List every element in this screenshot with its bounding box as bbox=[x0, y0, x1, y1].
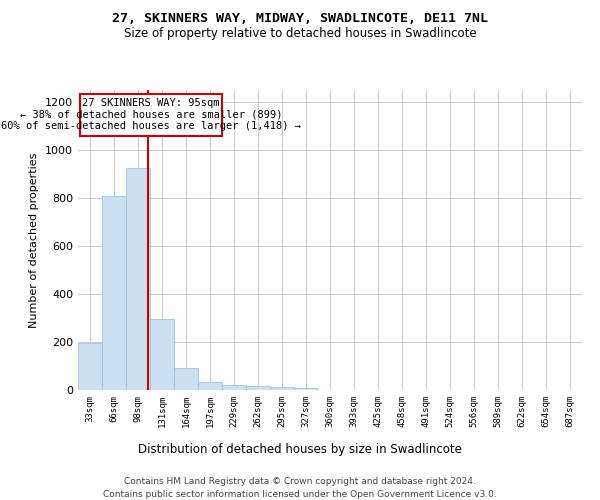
Bar bbox=[294, 388, 318, 390]
Text: 27, SKINNERS WAY, MIDWAY, SWADLINCOTE, DE11 7NL: 27, SKINNERS WAY, MIDWAY, SWADLINCOTE, D… bbox=[112, 12, 488, 26]
Bar bbox=[270, 387, 294, 390]
Text: 27 SKINNERS WAY: 95sqm
← 38% of detached houses are smaller (899)
60% of semi-de: 27 SKINNERS WAY: 95sqm ← 38% of detached… bbox=[1, 98, 301, 131]
FancyBboxPatch shape bbox=[80, 94, 222, 136]
Bar bbox=[102, 196, 126, 390]
Bar bbox=[246, 386, 270, 390]
Text: Size of property relative to detached houses in Swadlincote: Size of property relative to detached ho… bbox=[124, 28, 476, 40]
Text: Contains HM Land Registry data © Crown copyright and database right 2024.: Contains HM Land Registry data © Crown c… bbox=[124, 478, 476, 486]
Y-axis label: Number of detached properties: Number of detached properties bbox=[29, 152, 40, 328]
Text: Contains public sector information licensed under the Open Government Licence v3: Contains public sector information licen… bbox=[103, 490, 497, 499]
Bar bbox=[78, 343, 102, 390]
Bar bbox=[198, 382, 222, 390]
Text: Distribution of detached houses by size in Swadlincote: Distribution of detached houses by size … bbox=[138, 442, 462, 456]
Bar bbox=[222, 385, 246, 390]
Bar bbox=[150, 319, 174, 390]
Bar bbox=[126, 168, 150, 390]
Bar bbox=[174, 368, 198, 390]
